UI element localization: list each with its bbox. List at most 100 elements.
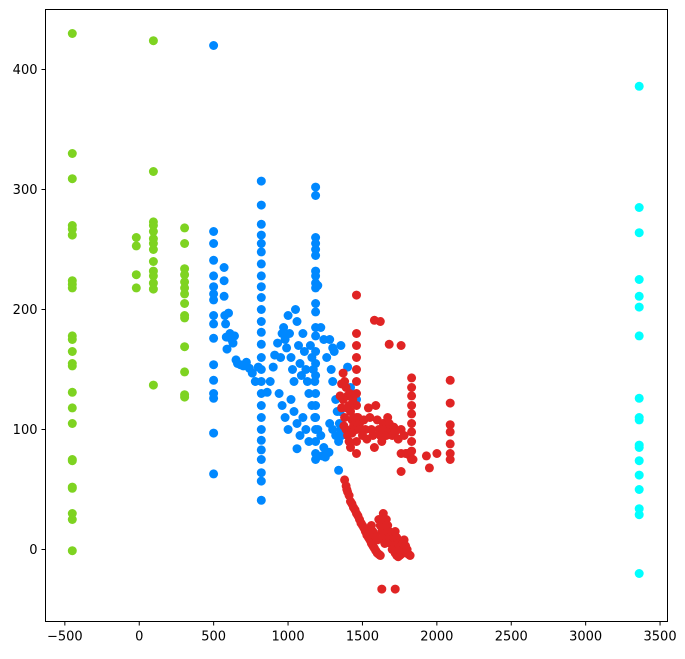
data-point — [273, 338, 283, 348]
data-point — [256, 327, 266, 337]
data-point — [180, 299, 190, 308]
data-point — [180, 392, 190, 402]
y-tick-label: 0 — [29, 543, 37, 558]
data-point — [219, 263, 229, 272]
data-point — [346, 443, 355, 452]
data-point — [148, 284, 158, 294]
data-point — [282, 343, 292, 353]
data-point — [209, 311, 219, 320]
data-point — [131, 241, 141, 251]
data-point — [256, 219, 266, 229]
data-point — [67, 387, 77, 397]
data-point — [338, 368, 348, 378]
data-point — [445, 427, 455, 437]
x-axis: −500 0 500 1000 1500 2000 2500 3000 3500 — [47, 621, 677, 645]
data-point — [292, 444, 302, 454]
data-point — [256, 259, 266, 269]
data-point — [230, 331, 239, 341]
data-point — [432, 449, 442, 458]
data-point — [292, 419, 302, 428]
data-point — [148, 36, 158, 46]
data-point — [209, 360, 219, 370]
data-point — [311, 307, 321, 317]
data-point — [352, 377, 361, 386]
data-point — [387, 545, 397, 554]
data-point — [289, 377, 299, 386]
data-points — [67, 29, 644, 594]
data-point — [445, 420, 455, 430]
data-point — [634, 291, 644, 301]
data-point — [634, 81, 644, 91]
plot-frame — [45, 9, 668, 622]
data-point — [311, 283, 321, 293]
data-point — [339, 421, 349, 431]
data-point — [209, 393, 219, 403]
data-point — [256, 468, 266, 478]
x-tick-label: 2500 — [495, 630, 528, 645]
data-point — [352, 329, 361, 338]
data-point — [634, 228, 644, 238]
x-tick-label: 500 — [201, 630, 226, 645]
data-point — [371, 401, 381, 410]
data-point — [295, 431, 305, 440]
data-point — [256, 495, 266, 505]
data-point — [396, 467, 406, 476]
data-point — [634, 331, 644, 341]
data-point — [180, 239, 190, 248]
data-point — [279, 323, 289, 332]
data-point — [67, 361, 77, 371]
data-point — [148, 245, 158, 254]
data-point — [311, 182, 321, 192]
data-point — [286, 353, 296, 362]
data-point — [301, 425, 311, 434]
data-point — [311, 389, 321, 398]
data-point — [311, 299, 321, 308]
y-tick-label: 200 — [13, 303, 38, 318]
data-point — [67, 230, 77, 240]
data-point — [288, 365, 297, 374]
y-tick-label: 100 — [13, 423, 38, 438]
data-point — [256, 435, 266, 445]
data-point — [209, 41, 219, 50]
data-point — [291, 305, 300, 314]
data-point — [352, 365, 361, 374]
data-point — [67, 483, 77, 493]
data-point — [377, 584, 387, 594]
data-point — [209, 375, 219, 385]
data-point — [209, 227, 219, 236]
data-point — [324, 447, 334, 457]
data-point — [337, 379, 347, 389]
data-point — [180, 270, 190, 280]
data-point — [219, 276, 229, 286]
data-point — [221, 319, 231, 329]
data-point — [340, 413, 350, 422]
data-point — [311, 413, 321, 422]
data-point — [256, 353, 266, 362]
data-point — [375, 317, 385, 326]
data-point — [634, 302, 644, 312]
data-point — [148, 380, 158, 390]
data-point — [256, 305, 266, 314]
data-point — [180, 289, 190, 299]
data-point — [292, 317, 302, 326]
data-point — [311, 191, 321, 200]
data-point — [390, 584, 400, 594]
data-point — [67, 283, 77, 293]
data-point — [407, 455, 417, 464]
data-point — [334, 465, 344, 475]
data-point — [180, 223, 190, 233]
data-point — [407, 409, 417, 419]
data-point — [407, 391, 417, 401]
data-point — [347, 428, 357, 438]
data-point — [311, 331, 321, 341]
data-point — [256, 239, 266, 248]
data-point — [301, 365, 311, 374]
data-point — [342, 403, 352, 413]
data-point — [634, 470, 644, 480]
data-point — [421, 451, 431, 461]
data-point — [256, 247, 266, 257]
data-point — [67, 347, 77, 356]
data-point — [256, 293, 266, 302]
data-point — [67, 456, 77, 466]
